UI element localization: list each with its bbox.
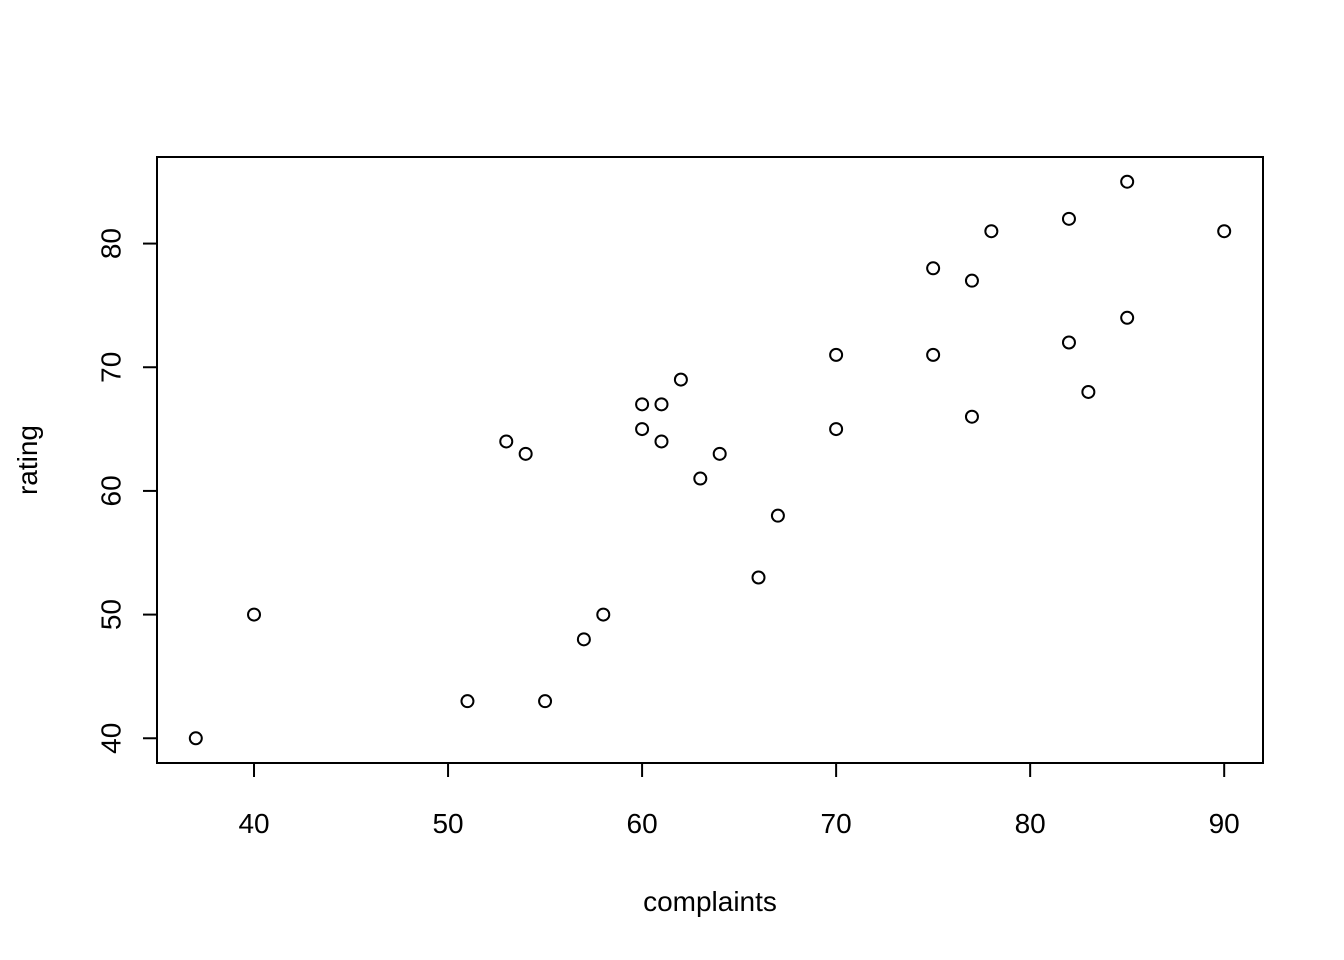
data-point [926, 261, 941, 276]
data-point [1120, 310, 1135, 325]
data-point [1061, 211, 1076, 226]
x-tick-label: 70 [821, 808, 852, 839]
y-tick-label: 70 [96, 352, 127, 383]
data-point [460, 694, 475, 709]
data-point [829, 347, 844, 362]
y-axis-title: rating [12, 425, 43, 495]
data-point [1061, 335, 1076, 350]
data-point [518, 446, 533, 461]
data-point [576, 632, 591, 647]
y-tick-label: 60 [96, 475, 127, 506]
x-tick-label: 50 [432, 808, 463, 839]
data-points [188, 174, 1232, 746]
data-point [770, 508, 785, 523]
data-point [829, 422, 844, 437]
x-tick-label: 90 [1209, 808, 1240, 839]
data-point [673, 372, 688, 387]
y-axis: 40 50 60 70 80 [96, 228, 158, 754]
data-point [964, 409, 979, 424]
x-tick-label: 80 [1015, 808, 1046, 839]
plot-box [156, 156, 1264, 764]
data-point [751, 570, 766, 585]
data-point [984, 224, 999, 239]
data-point [964, 273, 979, 288]
x-axis-title: complaints [643, 886, 777, 917]
y-tick-label: 50 [96, 599, 127, 630]
y-tick-label: 80 [96, 228, 127, 259]
data-point [635, 422, 650, 437]
data-point [635, 397, 650, 412]
data-point [1120, 174, 1135, 189]
y-tick-label: 40 [96, 723, 127, 754]
x-tick-label: 60 [627, 808, 658, 839]
data-point [693, 471, 708, 486]
x-tick-label: 40 [238, 808, 269, 839]
data-point [188, 731, 203, 746]
data-point [654, 397, 669, 412]
data-point [926, 347, 941, 362]
data-point [654, 434, 669, 449]
data-point [247, 607, 262, 622]
data-point [1217, 224, 1232, 239]
data-point [1081, 384, 1096, 399]
data-point [712, 446, 727, 461]
data-point [596, 607, 611, 622]
data-point [538, 694, 553, 709]
data-point [499, 434, 514, 449]
x-axis: 40 50 60 70 80 90 [238, 762, 1240, 839]
